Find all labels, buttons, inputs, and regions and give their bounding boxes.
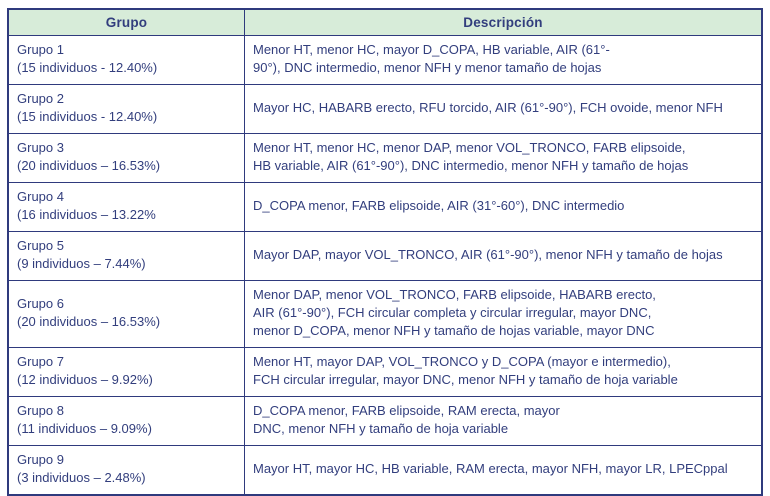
description-line: 90°), DNC intermedio, menor NFH y menor … [253, 60, 602, 76]
group-count: (3 individuos – 2.48%) [17, 470, 146, 486]
description-line: Mayor HC, HABARB erecto, RFU torcido, AI… [253, 100, 723, 116]
group-cell: Grupo 7 (12 individuos – 9.92%) [7, 346, 245, 397]
group-cell: Grupo 6 (20 individuos – 16.53%) [7, 279, 245, 348]
column-header-descripcion: Descripción [244, 8, 763, 36]
description-cell: D_COPA menor, FARB elipsoide, AIR (31°-6… [244, 181, 763, 232]
description-line: D_COPA menor, FARB elipsoide, AIR (31°-6… [253, 197, 625, 213]
description-line: FCH circular irregular, mayor DNC, menor… [253, 372, 678, 388]
group-name: Grupo 3 [17, 139, 64, 155]
group-name: Grupo 7 [17, 353, 64, 369]
group-cell: Grupo 8 (11 individuos – 9.09%) [7, 395, 245, 446]
description-line: DNC, menor NFH y tamaño de hoja variable [253, 421, 509, 437]
table-body: Grupo 1 (15 individuos - 12.40%) Menor HT,… [7, 35, 763, 496]
group-count: (12 individuos – 9.92%) [17, 372, 153, 388]
description-cell: Mayor HC, HABARB erecto, RFU torcido, AI… [244, 83, 763, 134]
description-cell: Menor HT, menor HC, mayor D_COPA, HB var… [244, 35, 763, 85]
group-cell: Grupo 1 (15 individuos - 12.40%) [7, 35, 245, 85]
description-cell: Mayor HT, mayor HC, HB variable, RAM ere… [244, 444, 763, 496]
group-count: (15 individuos - 12.40%) [17, 109, 158, 125]
table-row: Grupo 2 (15 individuos - 12.40%) Mayor HC,… [7, 83, 763, 134]
table-row: Grupo 7 (12 individuos – 9.92%) Menor HT, … [7, 346, 763, 397]
table-row: Grupo 6 (20 individuos – 16.53%) Menor DAP… [7, 279, 763, 348]
table-row: Grupo 9 (3 individuos – 2.48%) Mayor HT, m… [7, 444, 763, 496]
group-name: Grupo 5 [17, 237, 64, 253]
description-cell: D_COPA menor, FARB elipsoide, RAM erecta… [244, 395, 763, 446]
groups-table: Grupo Descripción Grupo 1 (15 individuos … [7, 8, 763, 496]
description-line: Menor HT, menor HC, mayor D_COPA, HB var… [253, 42, 610, 57]
group-count: (9 individuos – 7.44%) [17, 256, 146, 272]
table-row: Grupo 8 (11 individuos – 9.09%) D_COPA men… [7, 395, 763, 446]
group-name: Grupo 1 [17, 42, 64, 57]
description-line: Menor HT, mayor DAP, VOL_TRONCO y D_COPA… [253, 353, 671, 369]
group-cell: Grupo 3 (20 individuos – 16.53%) [7, 132, 245, 183]
page: Grupo Descripción Grupo 1 (15 individuos … [7, 8, 763, 496]
group-count: (11 individuos – 9.09%) [17, 421, 152, 437]
description-line: menor D_COPA, menor NFH y tamaño de hoja… [253, 323, 655, 339]
table-row: Grupo 1 (15 individuos - 12.40%) Menor HT,… [7, 35, 763, 85]
description-cell: Mayor DAP, mayor VOL_TRONCO, AIR (61°-90… [244, 230, 763, 281]
group-name: Grupo 6 [17, 295, 64, 311]
description-line: Menor DAP, menor VOL_TRONCO, FARB elipso… [253, 286, 656, 302]
description-cell: Menor HT, mayor DAP, VOL_TRONCO y D_COPA… [244, 346, 763, 397]
header-row: Grupo Descripción [7, 8, 763, 36]
group-cell: Grupo 5 (9 individuos – 7.44%) [7, 230, 245, 281]
group-name: Grupo 4 [17, 188, 64, 204]
description-line: Menor HT, menor HC, menor DAP, menor VOL… [253, 139, 686, 155]
table-row: Grupo 4 (16 individuos – 13.22% D_COPA men… [7, 181, 763, 232]
group-cell: Grupo 2 (15 individuos - 12.40%) [7, 83, 245, 134]
table-header: Grupo Descripción [7, 8, 763, 36]
group-count: (16 individuos – 13.22% [17, 207, 156, 223]
group-name: Grupo 2 [17, 90, 64, 106]
column-header-grupo: Grupo [7, 8, 245, 36]
group-cell: Grupo 4 (16 individuos – 13.22% [7, 181, 245, 232]
group-count: (15 individuos - 12.40%) [17, 60, 158, 76]
table-row: Grupo 5 (9 individuos – 7.44%) Mayor DAP, … [7, 230, 763, 281]
group-cell: Grupo 9 (3 individuos – 2.48%) [7, 444, 245, 496]
description-cell: Menor HT, menor HC, menor DAP, menor VOL… [244, 132, 763, 183]
description-line: HB variable, AIR (61°-90°), DNC intermed… [253, 158, 689, 174]
group-count: (20 individuos – 16.53%) [17, 158, 161, 174]
description-line: Mayor DAP, mayor VOL_TRONCO, AIR (61°-90… [253, 246, 723, 262]
table-row: Grupo 3 (20 individuos – 16.53%) Menor HT,… [7, 132, 763, 183]
description-cell: Menor DAP, menor VOL_TRONCO, FARB elipso… [244, 279, 763, 348]
description-line: D_COPA menor, FARB elipsoide, RAM erecta… [253, 402, 560, 418]
description-line: Mayor HT, mayor HC, HB variable, RAM ere… [253, 460, 728, 476]
group-name: Grupo 8 [17, 402, 64, 418]
group-name: Grupo 9 [17, 451, 64, 467]
description-line: AIR (61°-90°), FCH circular completa y c… [253, 304, 652, 320]
group-count: (20 individuos – 16.53%) [17, 314, 161, 330]
